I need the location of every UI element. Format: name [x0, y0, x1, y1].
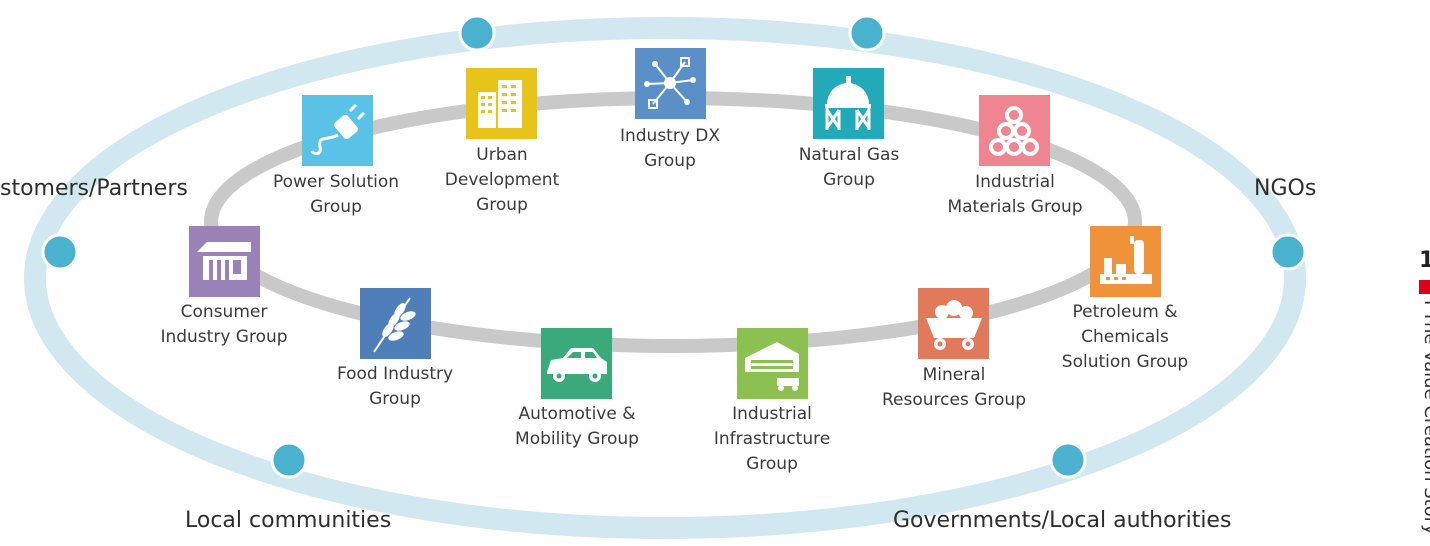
plug-icon	[302, 95, 373, 166]
section-marker	[1419, 280, 1430, 294]
factory-icon	[737, 328, 808, 399]
group-tile-materials	[979, 95, 1050, 166]
group-tile-dx	[635, 48, 706, 119]
outer-ring	[24, 17, 1306, 539]
tile-bg	[1090, 226, 1161, 297]
pipes-icon	[979, 95, 1050, 166]
network-icon	[635, 48, 706, 119]
label-line: Group	[310, 197, 362, 217]
car-icon	[541, 328, 612, 399]
outer-node	[1049, 441, 1087, 479]
wheat-icon	[360, 288, 431, 359]
tile-bg	[302, 95, 373, 166]
group-label-food: Food Industry Group	[337, 362, 453, 412]
label-line: Food Industry	[336, 364, 454, 384]
group-tile-consumer	[189, 226, 260, 297]
group-label-materials: Industrial Materials Group	[947, 170, 1082, 220]
outer-node	[458, 14, 496, 52]
buildings-icon	[466, 68, 537, 139]
stakeholder-local-label: Local communities	[185, 508, 392, 533]
label-line: Solution Group	[1061, 352, 1189, 372]
group-label-dx: Industry DX Group	[620, 124, 720, 174]
stakeholder-ngos-label: NGOs	[1254, 176, 1317, 201]
group-tile-infra	[737, 328, 808, 399]
group-label-consumer: Consumer Industry Group	[160, 300, 287, 350]
group-label-auto: Automotive & Mobility Group	[515, 402, 639, 452]
label-line: Industrial	[975, 172, 1055, 192]
gas-tank-icon	[813, 68, 884, 139]
outer-node	[270, 441, 308, 479]
label-line: Urban	[476, 145, 528, 165]
page-number: 1	[1419, 248, 1430, 273]
group-tile-mineral	[918, 288, 989, 359]
group-tile-gas	[813, 68, 884, 139]
label-line: Industrial	[732, 404, 812, 424]
label-line: Development	[444, 170, 560, 190]
label-line: Group	[746, 454, 798, 474]
mine-cart-icon	[918, 288, 989, 359]
group-tile-auto	[541, 328, 612, 399]
label-line: Group	[644, 151, 696, 171]
group-label-urban: Urban Development Group	[445, 143, 559, 218]
group-label-petro: Petroleum & Chemicals Solution Group	[1062, 300, 1188, 375]
group-tile-power	[302, 95, 373, 166]
label-line: Group	[823, 170, 875, 190]
label-line: Infrastructure	[713, 429, 831, 449]
label-line: Group	[369, 389, 421, 409]
label-line: Materials Group	[947, 197, 1083, 217]
group-label-gas: Natural Gas Group	[799, 143, 900, 193]
label-line: Mobility Group	[515, 429, 639, 449]
label-line: Group	[476, 195, 528, 215]
refinery-icon	[1090, 226, 1161, 297]
label-line: Consumer	[180, 302, 268, 322]
outer-node	[848, 14, 886, 52]
group-label-power: Power Solution Group	[273, 170, 399, 220]
label-line: Natural Gas	[798, 145, 900, 165]
outer-node	[41, 233, 79, 271]
outer-node	[1269, 233, 1307, 271]
label-line: Industry Group	[160, 327, 288, 347]
label-line: Resources Group	[882, 390, 1026, 410]
group-label-mineral: Mineral Resources Group	[882, 363, 1026, 413]
label-line: Petroleum &	[1072, 302, 1178, 322]
group-tile-food	[360, 288, 431, 359]
section-title: I The Value Creation Story	[1420, 300, 1430, 535]
stakeholder-gov-label: Governments/Local authorities	[893, 508, 1232, 533]
label-line: Power Solution	[272, 172, 400, 192]
group-tile-petro	[1090, 226, 1161, 297]
store-icon	[189, 226, 260, 297]
group-tile-urban	[466, 68, 537, 139]
label-line: Mineral	[922, 365, 986, 385]
stakeholder-customers-label: stomers/Partners	[0, 176, 188, 201]
label-line: Chemicals	[1081, 327, 1169, 347]
label-line: Automotive &	[518, 404, 636, 424]
label-line: Industry DX	[619, 126, 721, 146]
group-label-infra: Industrial Infrastructure Group	[714, 402, 830, 477]
